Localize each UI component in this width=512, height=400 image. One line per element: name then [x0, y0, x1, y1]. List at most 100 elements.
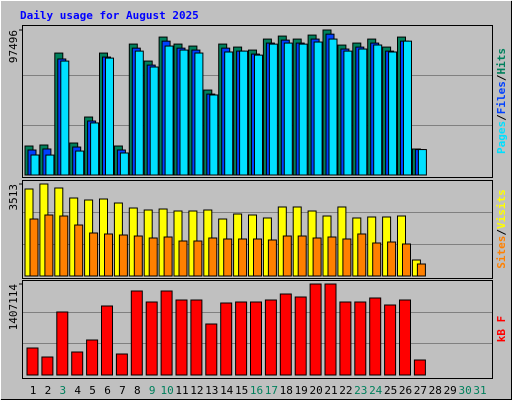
x-tick-label: 1 — [30, 384, 37, 397]
bar — [224, 51, 234, 176]
bar — [26, 347, 39, 376]
bar — [298, 43, 308, 176]
bar — [254, 54, 263, 176]
bar — [313, 41, 323, 176]
bar — [60, 60, 70, 176]
bar — [399, 299, 411, 376]
x-tick-label: 9 — [149, 384, 156, 397]
bar — [209, 94, 219, 176]
legend-separator: / — [495, 229, 508, 236]
bar — [235, 301, 248, 376]
x-tick-label: 28 — [429, 384, 442, 397]
bar — [89, 232, 99, 277]
bar — [402, 243, 411, 277]
bar — [74, 224, 84, 277]
bar — [160, 290, 173, 376]
bar — [339, 301, 352, 376]
x-tick-label: 8 — [134, 384, 141, 397]
x-tick-label: 21 — [324, 384, 337, 397]
bar — [328, 38, 338, 176]
bar — [388, 51, 398, 176]
x-tick-label: 12 — [190, 384, 203, 397]
bar — [148, 237, 158, 277]
bar — [134, 50, 144, 176]
bar — [220, 302, 233, 376]
bar — [417, 149, 427, 176]
bar — [86, 339, 99, 376]
bar — [59, 215, 69, 277]
bar — [342, 238, 352, 277]
legend: kB F — [495, 316, 508, 343]
bar — [56, 311, 69, 376]
bar — [130, 290, 143, 376]
bar — [268, 43, 278, 176]
bar — [190, 299, 203, 376]
legend: Pages/Files/Hits — [495, 48, 508, 154]
bar — [75, 150, 85, 176]
bar — [164, 45, 174, 176]
bar — [41, 356, 54, 376]
bar — [373, 44, 383, 176]
x-tick-label: 19 — [295, 384, 308, 397]
bar — [264, 299, 277, 376]
bar — [282, 235, 292, 277]
x-tick-label: 26 — [399, 384, 412, 397]
chart-title: Daily usage for August 2025 — [20, 9, 199, 22]
x-tick-label: 13 — [205, 384, 218, 397]
y-tick-label: 3513 — [7, 184, 20, 211]
bar — [253, 238, 262, 277]
bar — [294, 296, 307, 376]
x-tick-label: 3 — [59, 384, 66, 397]
bar — [115, 353, 128, 376]
bar — [283, 42, 293, 176]
bar — [45, 154, 55, 176]
bar — [267, 239, 277, 277]
x-tick-label: 30 — [458, 384, 471, 397]
x-tick-label: 24 — [369, 384, 383, 397]
bar — [208, 237, 218, 277]
bar — [178, 240, 188, 277]
bar — [105, 57, 114, 176]
x-tick-label: 10 — [160, 384, 173, 397]
x-tick-label: 31 — [473, 384, 486, 397]
bar — [279, 293, 292, 376]
x-tick-label: 5 — [89, 384, 96, 397]
x-tick-label: 25 — [384, 384, 397, 397]
bar — [90, 122, 100, 176]
bar — [239, 50, 249, 176]
bar — [413, 359, 426, 376]
legend-entry: Pages — [495, 121, 508, 154]
bar — [250, 301, 262, 376]
bar — [403, 40, 412, 176]
bar — [205, 323, 218, 376]
bar — [354, 301, 367, 376]
y-tick-label: 1407114 — [7, 284, 20, 331]
bar — [312, 237, 322, 277]
legend-entry: Visits — [495, 189, 508, 229]
bar — [119, 152, 129, 176]
bar — [416, 263, 426, 277]
legend-entry: Files — [495, 81, 508, 114]
bar — [71, 351, 84, 376]
bar — [101, 305, 113, 376]
bar — [44, 214, 54, 277]
x-tick-label: 14 — [220, 384, 234, 397]
bar — [193, 240, 203, 277]
legend-entry: Sites — [495, 236, 508, 269]
bar — [149, 66, 159, 176]
x-tick-label: 22 — [339, 384, 352, 397]
y-tick-label: 97496 — [7, 30, 20, 63]
bar — [387, 241, 397, 277]
x-tick-label: 29 — [444, 384, 457, 397]
x-tick-label: 7 — [119, 384, 126, 397]
bar — [30, 154, 40, 176]
x-tick-label: 18 — [280, 384, 293, 397]
x-tick-label: 16 — [250, 384, 263, 397]
legend-separator: / — [495, 114, 508, 121]
bar — [343, 50, 353, 176]
bar — [145, 301, 158, 376]
bar — [357, 233, 367, 277]
bar — [179, 49, 189, 176]
